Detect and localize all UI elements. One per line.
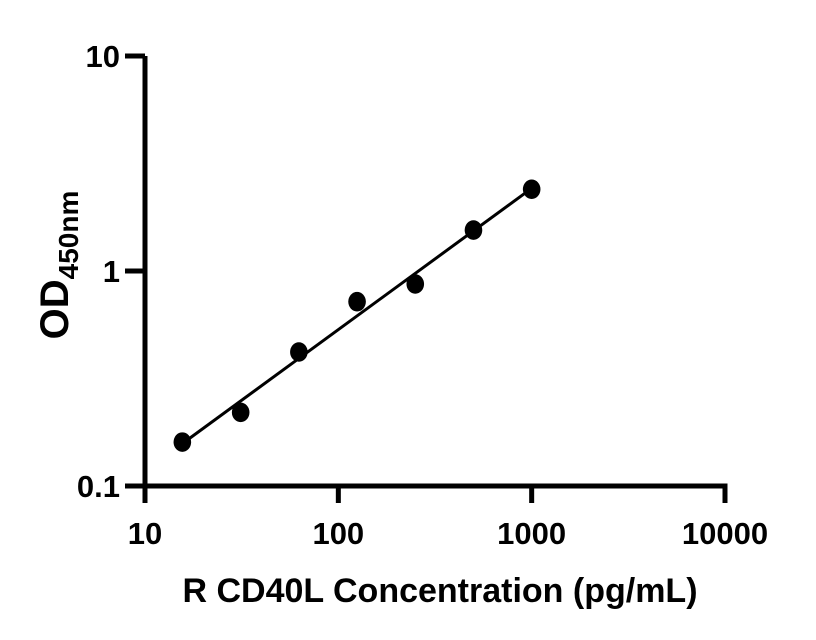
x-tick-label: 1000	[497, 516, 566, 551]
data-point	[173, 432, 192, 452]
data-point	[290, 342, 308, 362]
y-tick-label: 0.1	[77, 469, 120, 504]
data-point	[231, 402, 250, 423]
data-point	[348, 291, 366, 312]
data-layer	[173, 179, 541, 452]
y-tick-label: 1	[103, 254, 120, 289]
y-tick-label: 10	[86, 39, 120, 74]
x-tick-label: 10	[128, 516, 162, 551]
data-point	[464, 220, 483, 240]
y-axis-title: OD450nm	[33, 191, 84, 340]
axes-layer	[142, 56, 728, 489]
tick-layer: 10 100 1000 10000 0.1 1 10	[77, 39, 768, 551]
y-axis-title-subscript: 450nm	[53, 191, 84, 280]
data-point	[406, 274, 425, 294]
x-axis-title: R CD40L Concentration (pg/mL)	[182, 572, 697, 610]
y-axis-title-main: OD	[33, 279, 77, 339]
data-point	[522, 179, 541, 200]
x-tick-label: 10000	[682, 516, 768, 551]
x-tick-label: 100	[312, 516, 364, 551]
